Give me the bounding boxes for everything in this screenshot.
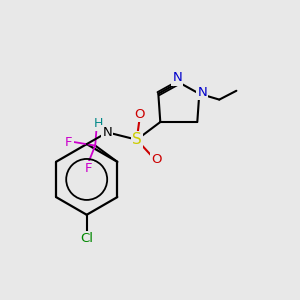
Text: F: F xyxy=(94,116,102,128)
Text: F: F xyxy=(65,136,73,148)
Text: N: N xyxy=(172,71,182,84)
Text: Cl: Cl xyxy=(80,232,93,245)
Text: F: F xyxy=(85,162,92,175)
Text: N: N xyxy=(102,126,112,139)
Text: S: S xyxy=(132,132,142,147)
Text: H: H xyxy=(94,117,103,130)
Text: N: N xyxy=(197,86,207,99)
Text: O: O xyxy=(134,108,145,121)
Text: O: O xyxy=(151,153,162,166)
